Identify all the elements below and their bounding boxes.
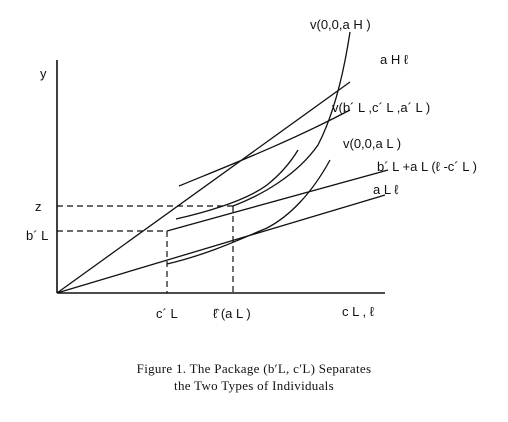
- caption-line-2: the Two Types of Individuals: [174, 378, 334, 393]
- v-prime-label: v(b´ L ,c´ L ,a´ L ): [332, 100, 430, 115]
- aH-l-label: a H ℓ: [380, 52, 409, 67]
- figure-diagram: y c L , ℓ z b´ L c´ L ℓ̂ (a L ) v(0,0,a …: [26, 17, 477, 321]
- aL-l-label: a L ℓ: [373, 182, 399, 197]
- curve-v-aL: [166, 159, 331, 265]
- cL-prime-label: c´ L: [156, 306, 178, 321]
- x-axis-label: c L , ℓ: [342, 304, 375, 319]
- budget-line: [166, 169, 389, 232]
- v-aH-label: v(0,0,a H ): [310, 17, 371, 32]
- budget-line-label: b´ L +a L (ℓ -c´ L ): [377, 159, 477, 174]
- ray-aH-l: [56, 81, 351, 294]
- z-label: z: [35, 199, 42, 214]
- figure-caption: Figure 1. The Package (b′L, c′L) Separat…: [0, 360, 508, 394]
- curve-v-prime: [178, 109, 351, 187]
- curve-v-aH: [232, 31, 351, 207]
- curve-v-prime-lower: [175, 149, 299, 220]
- v-aL-label: v(0,0,a L ): [343, 136, 401, 151]
- caption-line-1: Figure 1. The Package (b′L, c′L) Separat…: [136, 361, 372, 376]
- bL-prime-label: b´ L: [26, 228, 48, 243]
- y-axis-label: y: [40, 66, 47, 81]
- l-hat-label: ℓ̂ (a L ): [213, 306, 251, 321]
- ray-aL-l: [56, 194, 386, 294]
